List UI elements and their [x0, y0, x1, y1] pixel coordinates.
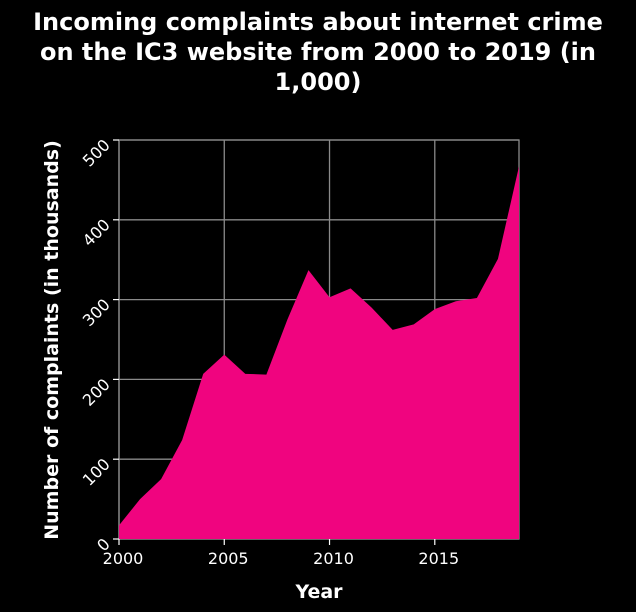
- x-tick-label: 2000: [103, 549, 144, 568]
- chart-title-line-1: Incoming complaints about internet crime: [33, 8, 603, 36]
- x-axis-label: Year: [294, 581, 343, 603]
- chart-title-line-3: 1,000): [275, 68, 362, 96]
- y-tick-label: 300: [79, 295, 114, 330]
- y-tick-label: 400: [79, 215, 114, 250]
- y-tick-label: 100: [79, 455, 114, 490]
- x-tick-label: 2010: [313, 549, 354, 568]
- y-axis-label: Number of complaints (in thousands): [41, 140, 63, 540]
- x-tick-label: 2005: [208, 549, 249, 568]
- y-tick-label: 500: [79, 135, 114, 170]
- y-tick-label: 200: [79, 375, 114, 410]
- chart-title-line-2: on the IC3 website from 2000 to 2019 (in: [40, 38, 596, 66]
- area-series: [119, 166, 519, 540]
- x-tick-label: 2015: [418, 549, 459, 568]
